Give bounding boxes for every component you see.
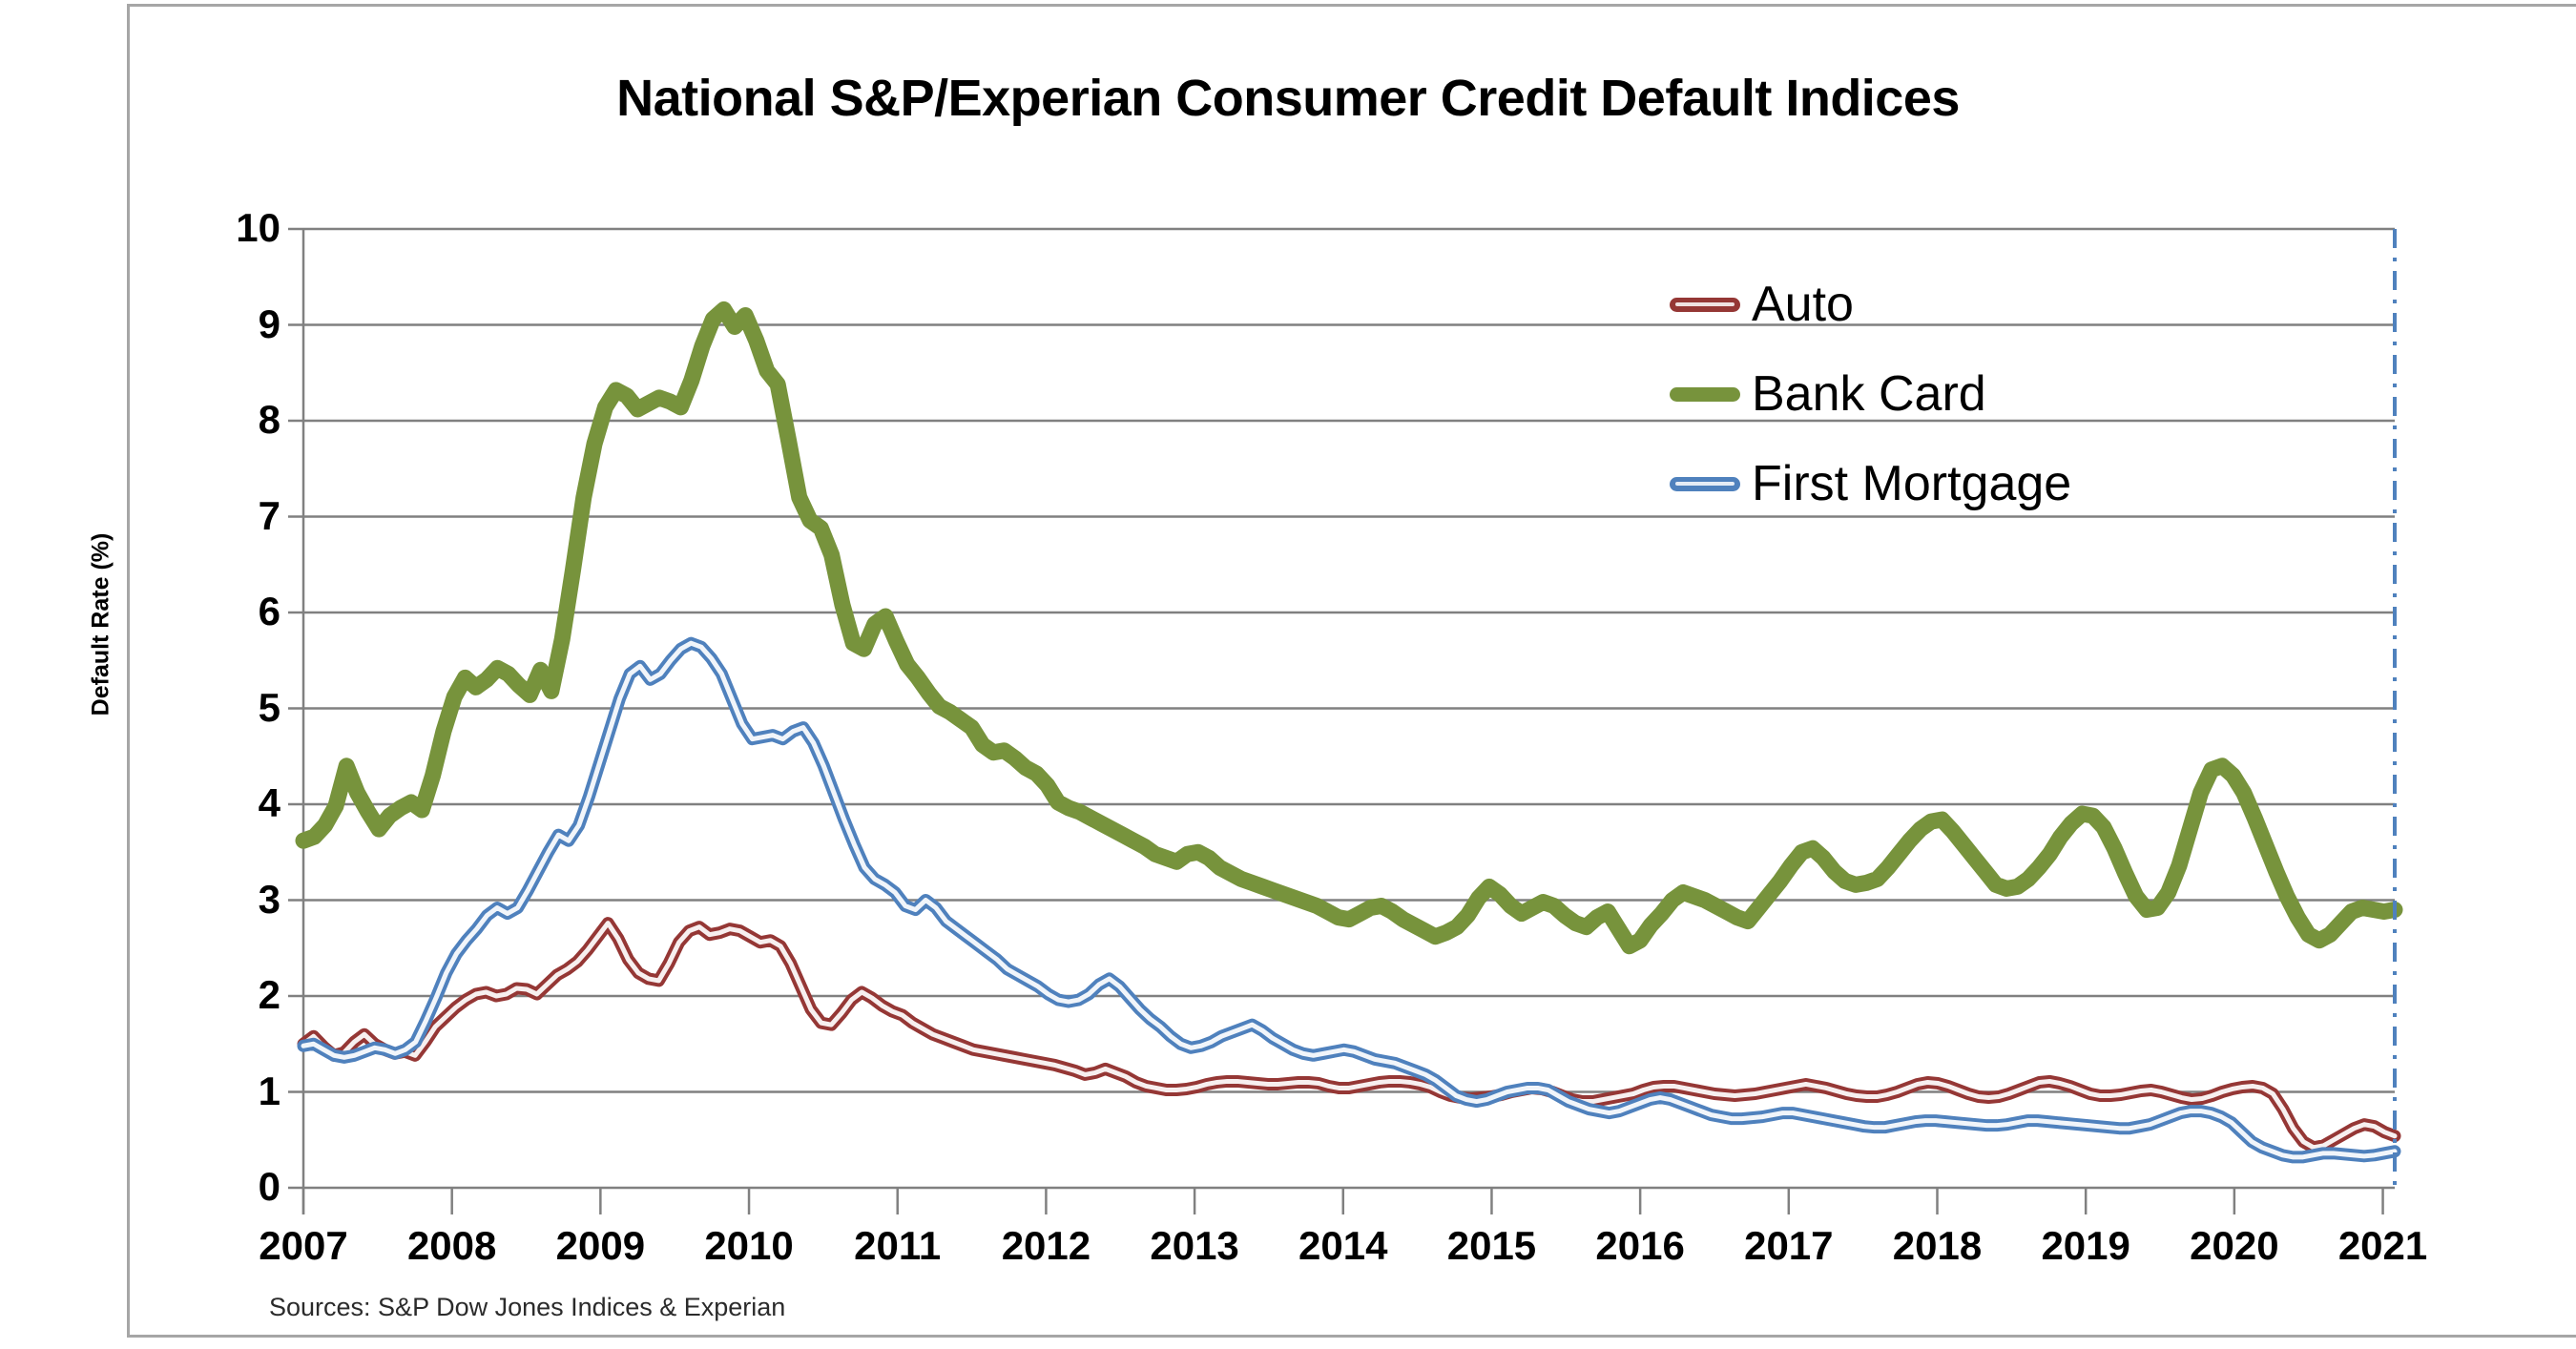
y-tick-label: 6 [258,589,280,633]
y-tick-label: 0 [258,1164,280,1209]
x-tick-label: 2014 [1298,1223,1388,1268]
x-tick-label: 2007 [259,1223,348,1268]
legend-label-first-mortgage: First Mortgage [1752,456,2072,511]
chart-title: National S&P/Experian Consumer Credit De… [616,70,1960,127]
series-line-highlight-auto [301,921,2398,1151]
x-tick-label: 2013 [1150,1223,1239,1268]
series-line-auto [297,917,2401,1154]
y-tick-label: 3 [258,876,280,922]
legend-item-bank-card[interactable]: Bank Card [1670,349,2204,439]
y-tick-label: 4 [258,780,280,825]
x-tick-label: 2009 [555,1223,646,1268]
x-tick-label: 2012 [1001,1223,1091,1268]
x-tick-label: 2019 [2041,1223,2130,1268]
y-tick-label: 5 [258,684,280,730]
y-tick-label: 10 [236,205,280,250]
legend-swatch-auto [1670,297,1740,312]
x-tick-label: 2010 [704,1223,794,1268]
x-tick-label: 2011 [854,1223,942,1268]
x-tick-label: 2017 [1744,1223,1834,1268]
y-tick-label: 9 [258,301,280,346]
y-tick-label: 1 [258,1068,280,1113]
x-tick-label: 2016 [1595,1223,1685,1268]
x-tick-label: 2020 [2190,1223,2279,1268]
legend-label-auto: Auto [1752,277,1854,332]
y-tick-marks-group [288,227,303,1190]
chart-legend: Auto Bank Card First Mortgage [1670,259,2204,529]
x-tick-label: 2018 [1892,1223,1983,1268]
legend-label-bank-card: Bank Card [1752,366,1986,422]
x-tick-label: 2015 [1446,1223,1537,1268]
legend-swatch-bank-card [1670,386,1740,402]
legend-swatch-first-mortgage [1670,476,1740,491]
gridlines-group [303,227,2395,1190]
y-tick-label: 2 [258,972,280,1017]
y-tick-label: 7 [258,492,280,538]
y-tick-label: 8 [258,397,280,442]
legend-item-auto[interactable]: Auto [1670,259,2204,349]
series-line-bank-card [295,301,2403,955]
series-line-highlight-first-mortgage [301,640,2398,1160]
legend-item-first-mortgage[interactable]: First Mortgage [1670,439,2204,529]
data-series-group [295,301,2403,1164]
x-tick-label: 2008 [406,1223,497,1268]
x-tick-label: 2021 [2337,1223,2428,1268]
x-tick-marks-group [301,1188,2384,1214]
source-note: Sources: S&P Dow Jones Indices & Experia… [269,1293,786,1321]
